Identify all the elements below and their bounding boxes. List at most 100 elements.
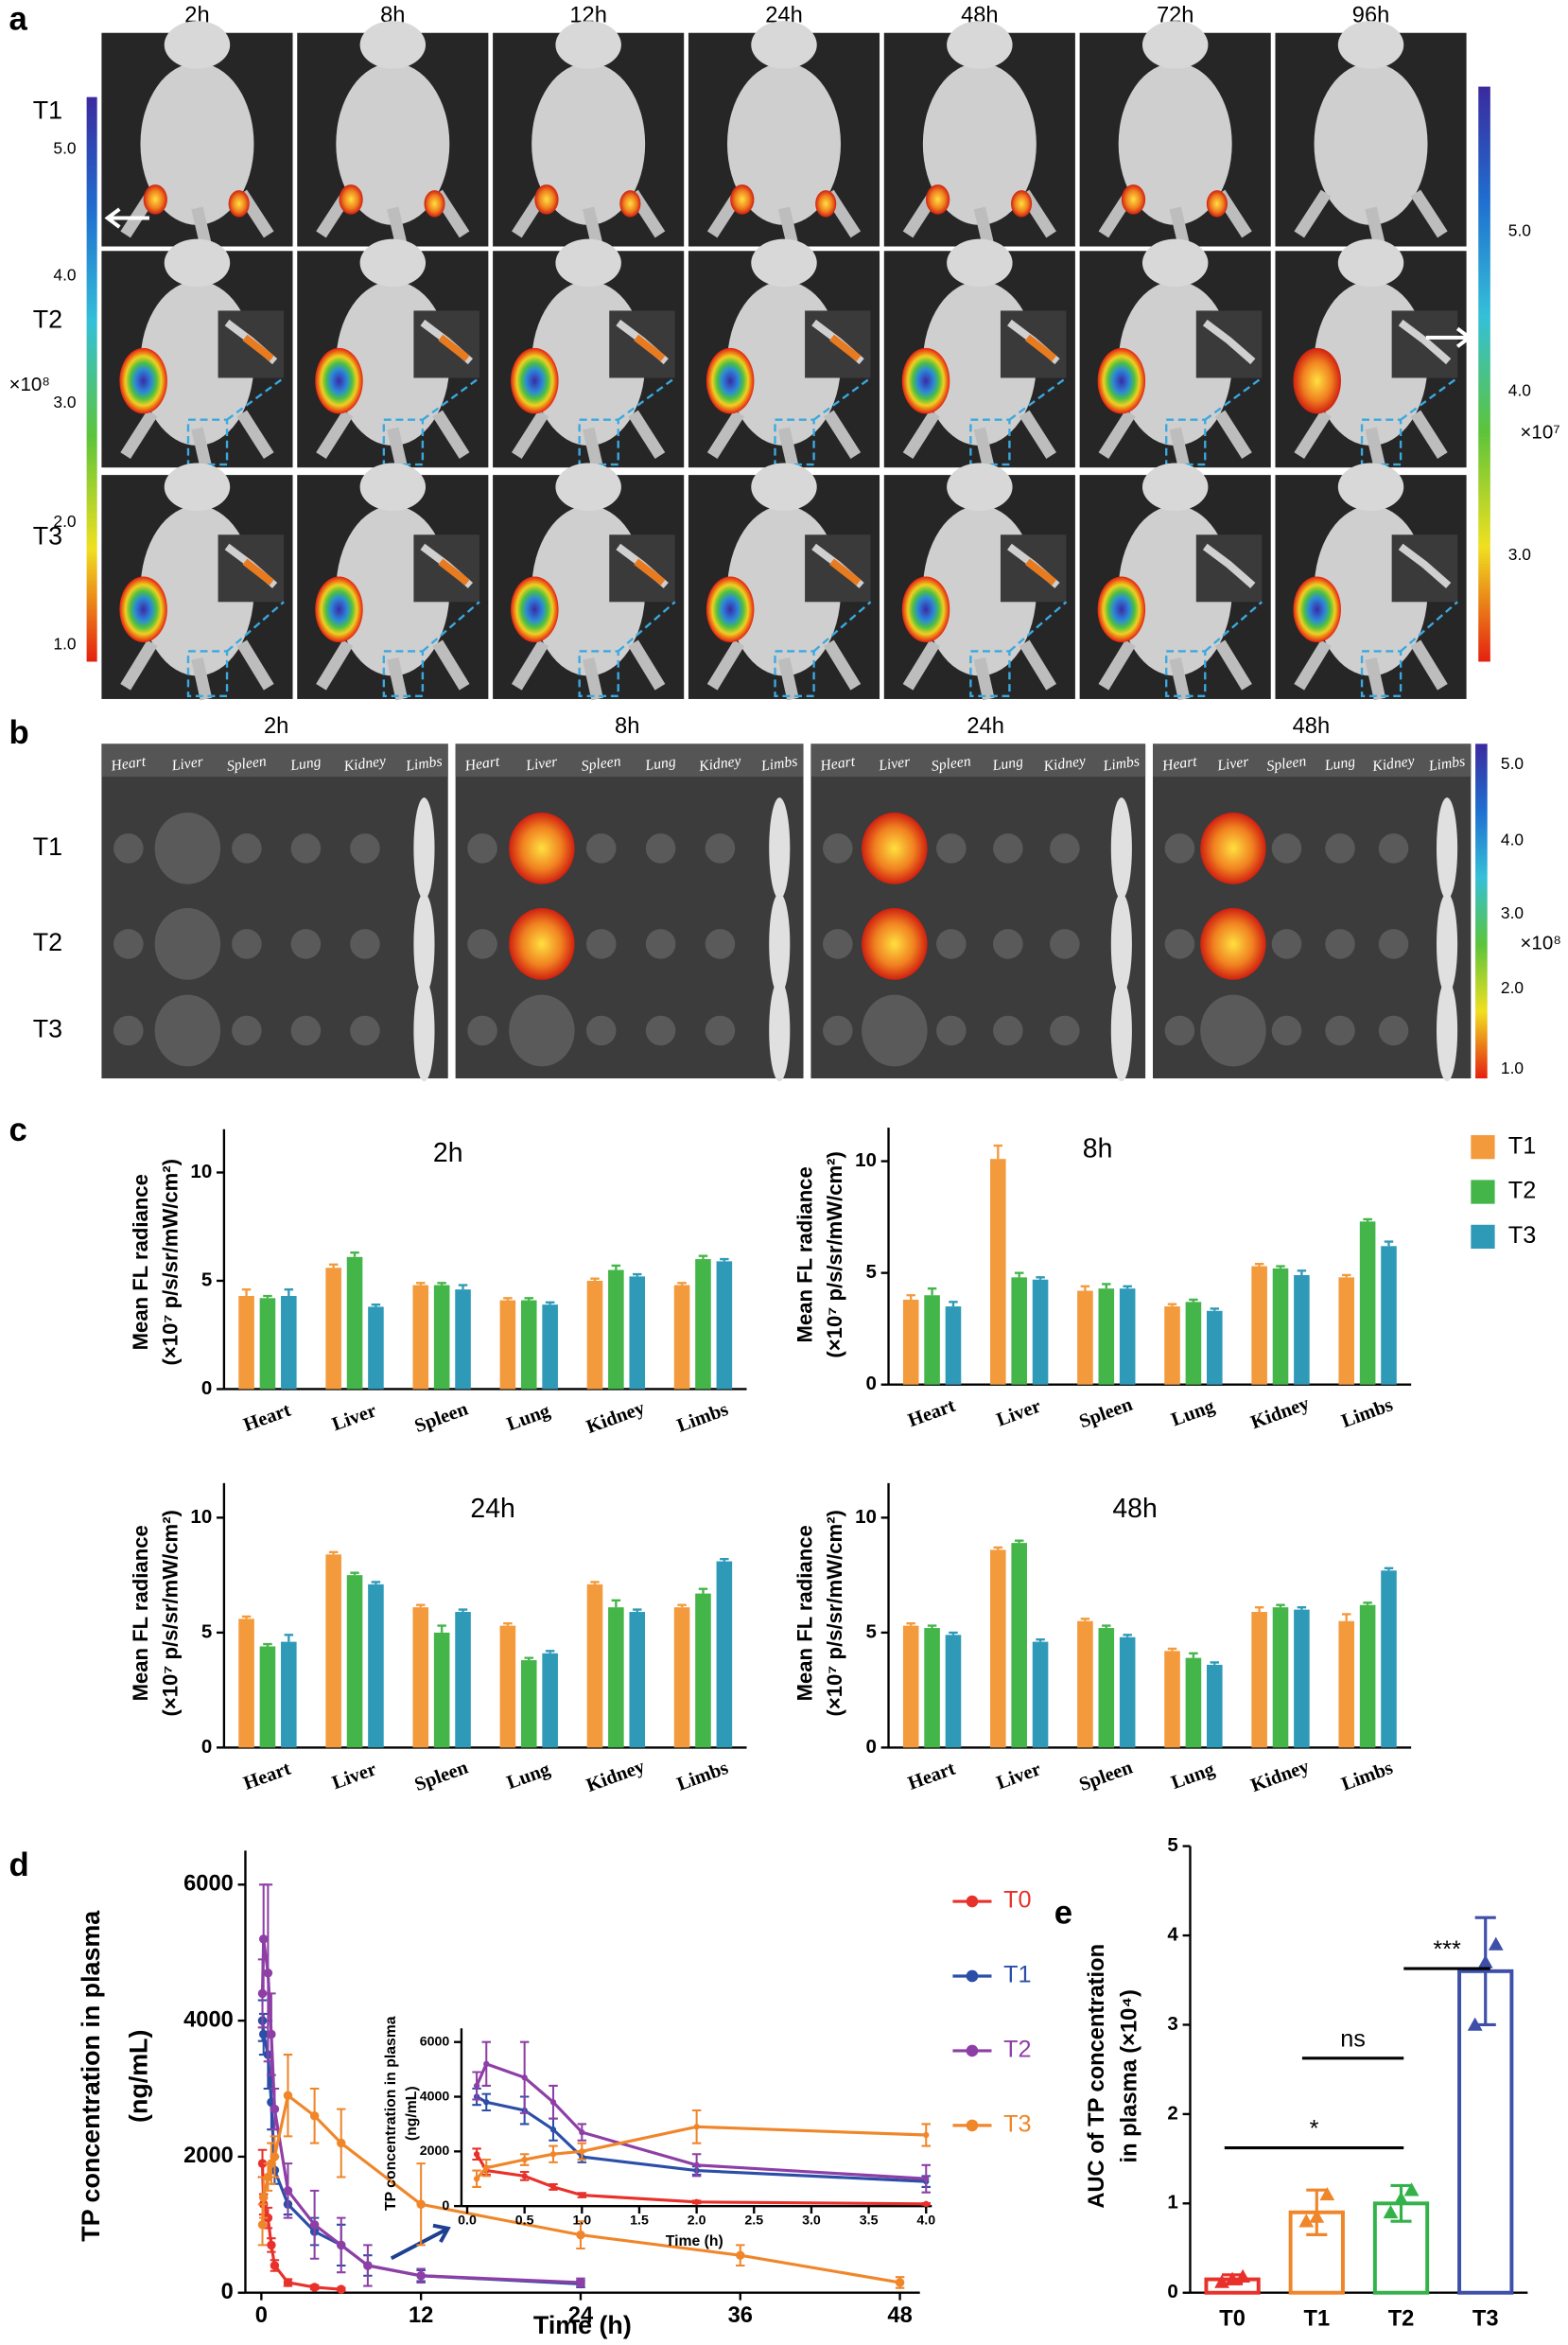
- organ-label: Liver: [1215, 754, 1250, 775]
- error-bar: [437, 1282, 446, 1286]
- point: [1319, 2186, 1335, 2201]
- organ-label: Kidney: [1041, 753, 1087, 775]
- organ: [509, 812, 575, 884]
- time-label: 24h: [967, 714, 1003, 739]
- signal: [511, 576, 559, 642]
- mouse-head: [1337, 463, 1404, 512]
- organ: [509, 908, 575, 980]
- bar: [281, 1296, 297, 1390]
- x-tick-label: Kidney: [584, 1756, 648, 1796]
- legend-label: T0: [1003, 1887, 1031, 1914]
- bar: [412, 1607, 429, 1748]
- legend-marker: [966, 1895, 979, 1908]
- bar: [1011, 1277, 1027, 1385]
- organ: [862, 812, 928, 884]
- point: [549, 2183, 557, 2191]
- x-tick-label: T3: [1472, 2306, 1499, 2331]
- bar: [1294, 1609, 1310, 1748]
- row-label: T3: [33, 1015, 62, 1043]
- error-bar: [524, 1656, 533, 1661]
- error-bar: [633, 1272, 642, 1277]
- organ: [1050, 833, 1080, 864]
- organ: [350, 1015, 380, 1046]
- point: [1235, 2268, 1251, 2284]
- organ-label: Lung: [990, 754, 1024, 775]
- legend-label: T2: [1003, 2037, 1031, 2063]
- organ-label: Heart: [463, 754, 501, 775]
- error-bar: [1102, 1624, 1111, 1629]
- x-tick-label: Liver: [329, 1759, 378, 1794]
- x-tick-label: 1.0: [572, 2214, 591, 2229]
- mouse-legs: [1294, 410, 1448, 469]
- point: [416, 2271, 426, 2281]
- organ: [232, 1015, 262, 1046]
- zoom-signal: [1024, 334, 1057, 362]
- y-tick-label: 1: [1167, 2192, 1177, 2214]
- error-bar: [1123, 1285, 1132, 1289]
- organ: [645, 929, 676, 959]
- y-tick-label: 0: [221, 2280, 234, 2304]
- colorbar-unit: ×10⁸: [1520, 932, 1560, 954]
- zoom-box: [774, 650, 815, 697]
- x-tick-label: Lung: [1169, 1759, 1218, 1794]
- point: [337, 2284, 346, 2294]
- bar: [433, 1285, 450, 1390]
- zoom-signal: [1024, 558, 1057, 586]
- organ-label: Lung: [643, 754, 677, 775]
- error-bar: [545, 1301, 555, 1305]
- error-bar: [1254, 1605, 1264, 1613]
- y-axis-label: TP concentration in plasma: [77, 1910, 105, 2242]
- point: [895, 2278, 905, 2287]
- organ-label: Liver: [170, 754, 205, 775]
- point: [579, 2192, 585, 2198]
- point: [416, 2199, 426, 2209]
- zoom-signal: [438, 334, 470, 362]
- error-bar: [458, 1608, 468, 1613]
- signal: [1121, 184, 1146, 215]
- point: [473, 2082, 480, 2090]
- y-axis-label: Mean FL radiance: [129, 1525, 152, 1701]
- bar: [499, 1625, 516, 1748]
- organ: [645, 1015, 676, 1046]
- organ: [232, 833, 262, 864]
- point: [337, 2240, 346, 2250]
- error-bar: [371, 1303, 381, 1307]
- error-bar: [1167, 1647, 1177, 1652]
- zoom-box: [1165, 650, 1207, 697]
- bar: [945, 1306, 962, 1385]
- bar: [1338, 1620, 1355, 1748]
- organ: [585, 833, 617, 864]
- bar: [1206, 1664, 1223, 1748]
- organ: [936, 929, 967, 959]
- organ: [645, 833, 676, 864]
- organ-label: Kidney: [342, 753, 388, 775]
- legend-swatch: [1471, 1135, 1495, 1160]
- mouse-head: [1337, 238, 1404, 288]
- error-bar: [677, 1603, 687, 1608]
- mouse-legs: [1098, 410, 1252, 469]
- error-bar: [524, 1297, 533, 1301]
- colorbar-tick-label: 1.0: [1501, 1059, 1524, 1077]
- error-bar: [720, 1557, 729, 1562]
- y-axis-label: (×10⁷ p/s/sr/mW/cm²): [158, 1510, 182, 1716]
- mouse-head: [164, 238, 231, 288]
- colorbar-tick-label: 4.0: [1508, 380, 1531, 399]
- point: [521, 2173, 528, 2179]
- bar: [542, 1653, 558, 1748]
- organ: [290, 929, 322, 959]
- mouse-body: [726, 62, 842, 225]
- mouse-body: [336, 62, 450, 225]
- colorbar-tick-label: 5.0: [1501, 754, 1524, 773]
- point: [309, 2220, 320, 2230]
- bar: [346, 1575, 363, 1748]
- zoom-guide: [1008, 601, 1068, 653]
- zoom-guide: [422, 601, 480, 653]
- organ: [1271, 929, 1302, 959]
- image-panel: [101, 744, 448, 1079]
- point: [576, 2278, 585, 2287]
- colorbar-tick-label: 5.0: [53, 138, 76, 157]
- organ-label: Heart: [109, 754, 147, 775]
- point: [923, 2200, 930, 2208]
- bar: [1119, 1288, 1136, 1385]
- bar: [1381, 1246, 1397, 1385]
